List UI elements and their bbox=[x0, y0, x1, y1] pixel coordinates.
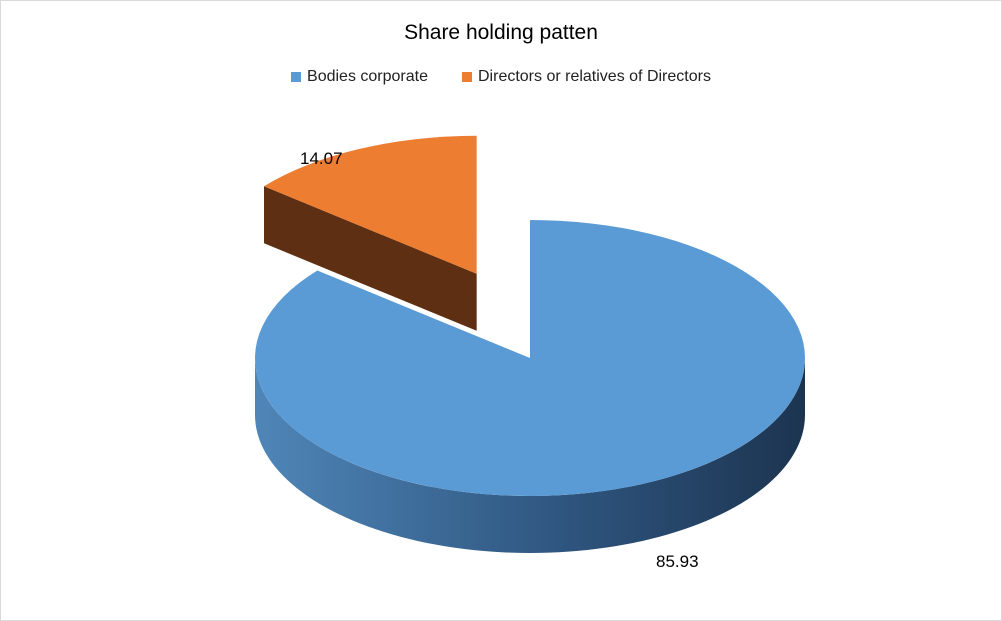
legend-swatch-bodies-corporate bbox=[291, 72, 302, 82]
slice-directors-side bbox=[264, 186, 477, 331]
slice-bodies-corporate-top bbox=[254, 220, 805, 496]
data-label-bodies-corporate: 85.93 bbox=[656, 552, 699, 571]
legend-label-directors: Directors or relatives of Directors bbox=[478, 68, 711, 85]
legend-label-bodies-corporate: Bodies corporate bbox=[307, 68, 428, 85]
legend-item-directors: Directors or relatives of Directors bbox=[462, 68, 711, 86]
legend-swatch-directors bbox=[462, 72, 472, 82]
chart-legend: Bodies corporate Directors or relatives … bbox=[1, 68, 1001, 86]
slice-directors-top bbox=[264, 135, 477, 274]
chart-title: Share holding patten bbox=[404, 21, 598, 44]
slice-bodies-corporate-side bbox=[255, 358, 805, 553]
legend-item-bodies-corporate: Bodies corporate bbox=[291, 68, 428, 86]
data-label-directors: 14.07 bbox=[300, 149, 343, 168]
